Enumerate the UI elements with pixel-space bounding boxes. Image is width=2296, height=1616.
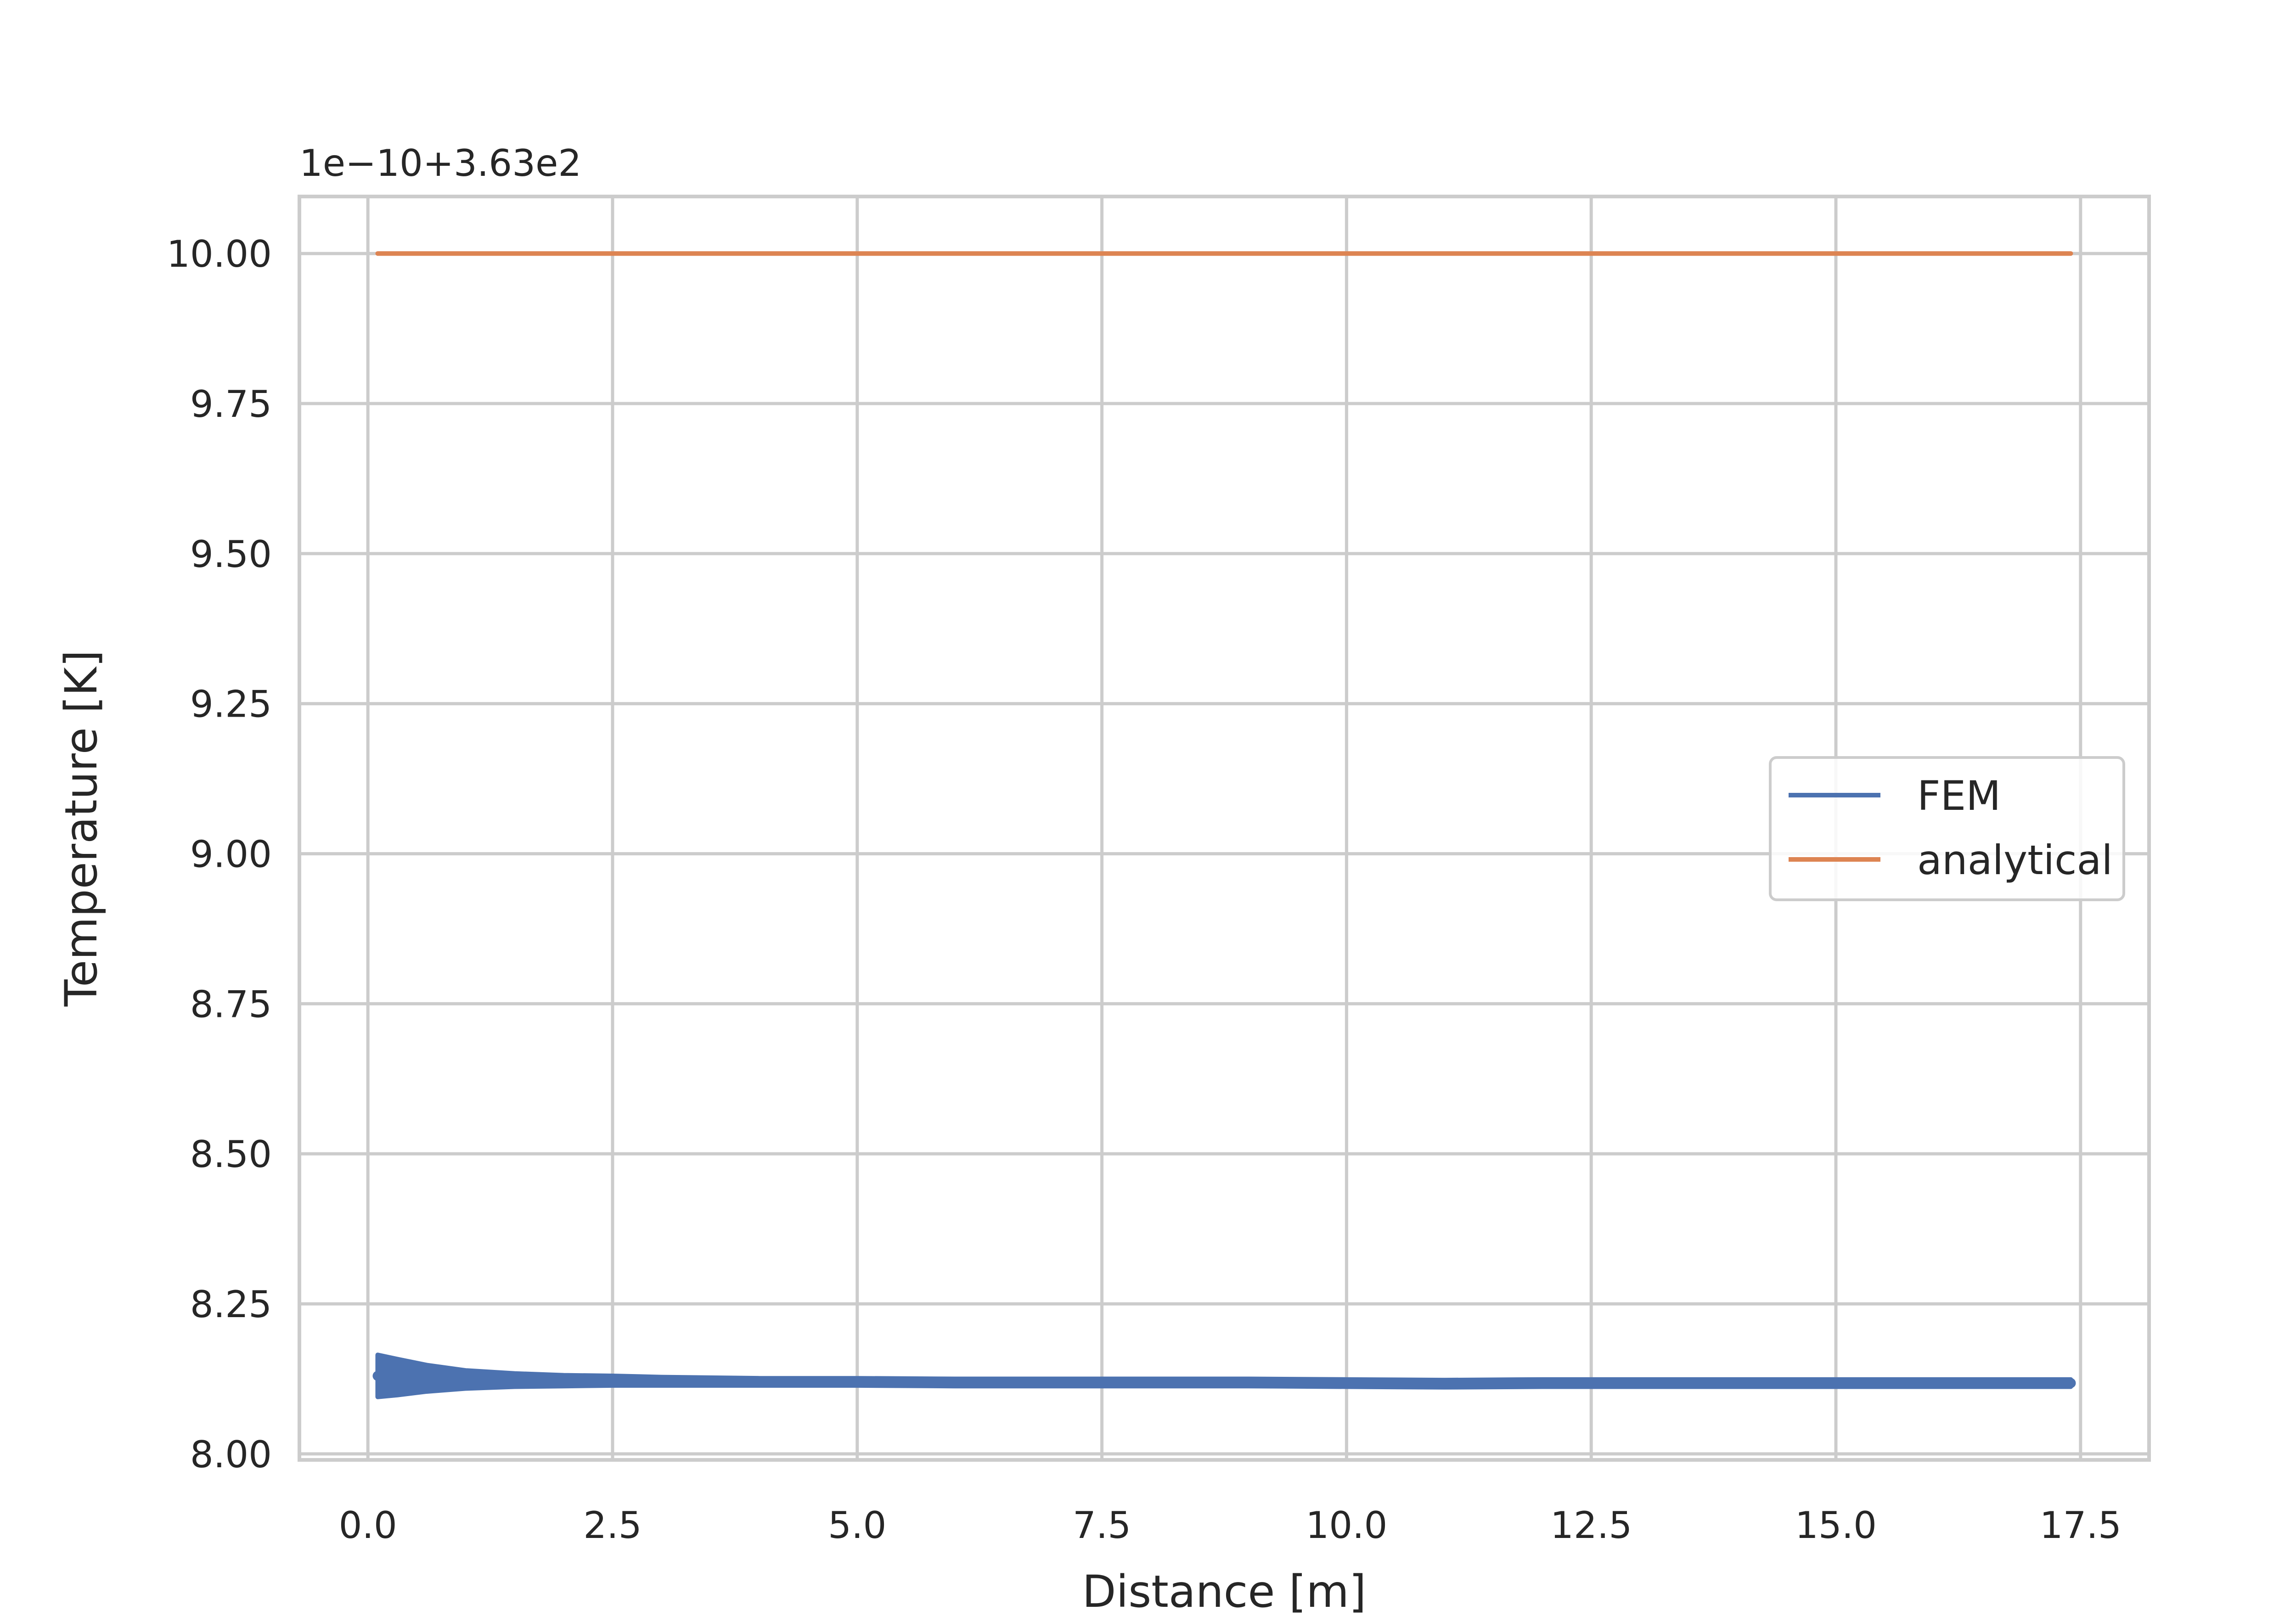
x-tick-label: 17.5 [2040, 1504, 2122, 1547]
y-tick-label: 8.75 [190, 983, 272, 1026]
y-axis-label: Temperature [K] [56, 650, 107, 1007]
y-tick-label: 9.50 [190, 533, 272, 576]
x-tick-label: 15.0 [1795, 1504, 1877, 1547]
y-tick-label: 8.50 [190, 1133, 272, 1176]
y-tick-label: 8.00 [190, 1433, 272, 1476]
plot-area [372, 251, 2076, 1399]
x-tick-label: 0.0 [339, 1504, 397, 1547]
x-tick-label: 7.5 [1073, 1504, 1131, 1547]
x-axis-label: Distance [m] [1082, 1566, 1367, 1616]
y-tick-label: 9.00 [190, 833, 272, 876]
x-tick-label: 5.0 [828, 1504, 886, 1547]
x-tick-label: 12.5 [1550, 1504, 1632, 1547]
y-tick-label: 9.75 [190, 383, 272, 426]
y-tick-label: 10.00 [167, 233, 272, 275]
series-fem-line [372, 1370, 2076, 1389]
axes-frame [298, 195, 2151, 1462]
legend: FEM analytical [1769, 756, 2125, 901]
x-tick-label: 10.0 [1306, 1504, 1387, 1547]
x-tick-label: 2.5 [583, 1504, 642, 1547]
y-axis-offset-label: 1e−10+3.63e2 [299, 142, 581, 185]
grid [299, 196, 2149, 1460]
y-axis-ticks: 8.00 8.25 8.50 8.75 9.00 9.25 9.50 9.75 10.00 [167, 233, 272, 1476]
y-tick-label: 9.25 [190, 683, 272, 726]
legend-label-fem: FEM [1917, 772, 2001, 819]
y-tick-label: 8.25 [190, 1283, 272, 1326]
x-axis-ticks: 0.0 2.5 5.0 7.5 10.0 12.5 15.0 17.5 [339, 1504, 2122, 1547]
legend-label-analytical: analytical [1917, 836, 2113, 884]
